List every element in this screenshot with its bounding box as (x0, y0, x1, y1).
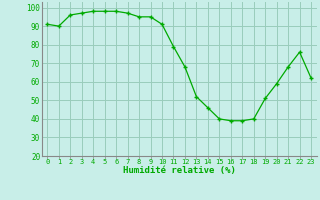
X-axis label: Humidité relative (%): Humidité relative (%) (123, 166, 236, 175)
